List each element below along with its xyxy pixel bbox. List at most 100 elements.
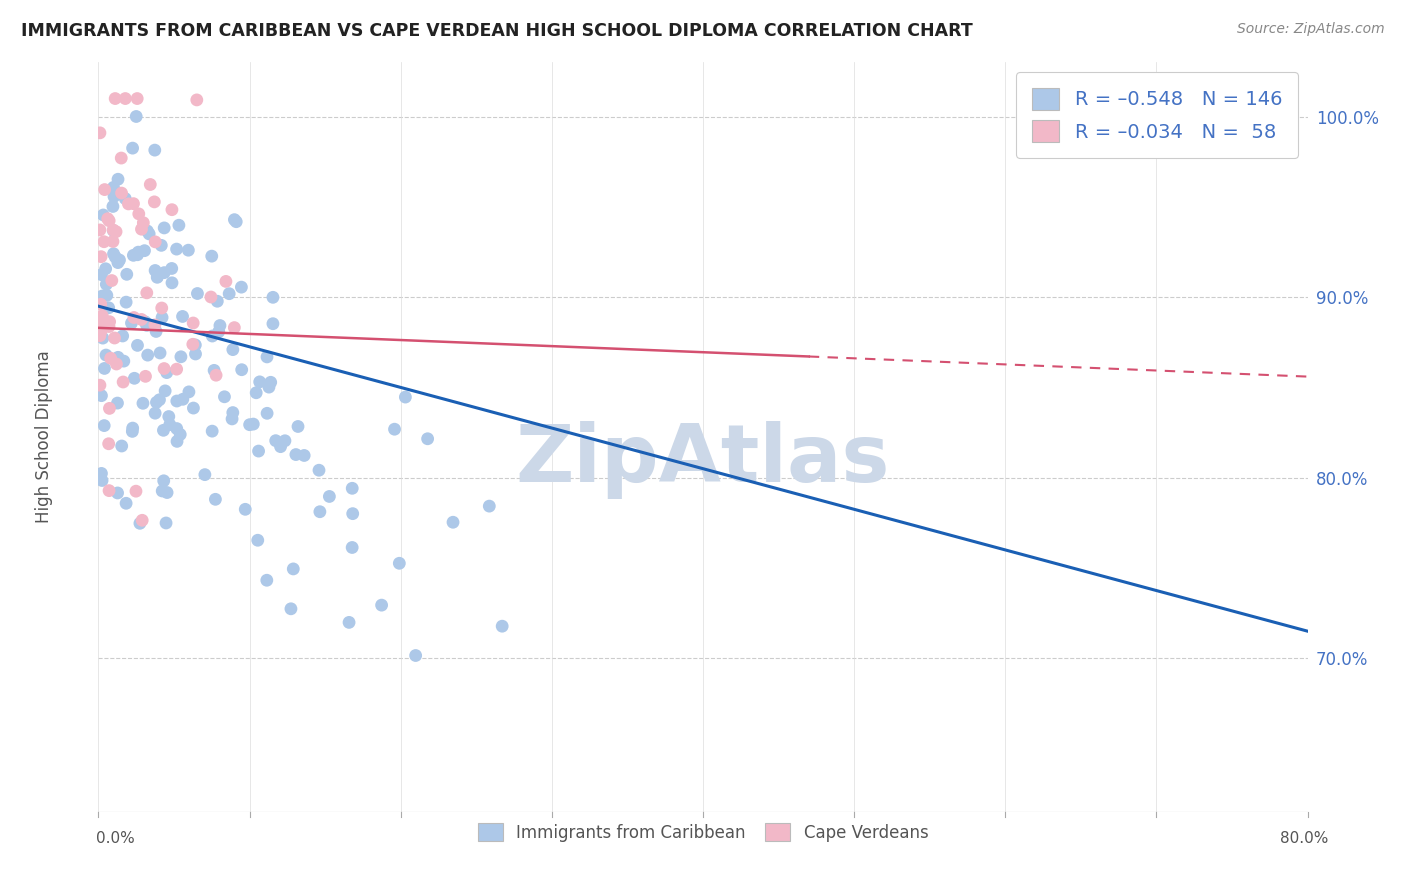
Point: [262, 317, 284, 331]
Point: [148, 392, 170, 407]
Point: [478, 499, 501, 513]
Point: [112, 354, 135, 368]
Point: [94, 261, 117, 276]
Point: [121, 316, 143, 330]
Point: [103, 331, 125, 345]
Point: [128, 207, 150, 221]
Point: [292, 449, 315, 463]
Point: [146, 269, 169, 284]
Point: [107, 486, 129, 500]
Point: [112, 375, 135, 389]
Point: [103, 223, 125, 237]
Point: [91, 208, 114, 222]
Point: [104, 91, 127, 105]
Point: [111, 329, 134, 343]
Point: [121, 425, 143, 439]
Point: [108, 253, 131, 268]
Point: [416, 432, 439, 446]
Point: [101, 199, 124, 213]
Point: [93, 235, 115, 249]
Point: [262, 290, 284, 304]
Point: [215, 274, 238, 288]
Point: [143, 194, 166, 209]
Point: [110, 151, 132, 165]
Point: [105, 357, 128, 371]
Point: [131, 312, 153, 326]
Point: [233, 502, 256, 516]
Point: [184, 338, 207, 352]
Point: [257, 380, 280, 394]
Point: [166, 421, 188, 435]
Point: [94, 348, 117, 362]
Text: ZipAtlas: ZipAtlas: [516, 420, 890, 499]
Point: [117, 197, 139, 211]
Point: [107, 255, 129, 269]
Text: IMMIGRANTS FROM CARIBBEAN VS CAPE VERDEAN HIGH SCHOOL DIPLOMA CORRELATION CHART: IMMIGRANTS FROM CARIBBEAN VS CAPE VERDEA…: [21, 22, 973, 40]
Point: [146, 270, 169, 285]
Point: [91, 331, 114, 345]
Point: [160, 261, 183, 276]
Text: High School Diploma: High School Diploma: [35, 351, 53, 524]
Point: [183, 401, 205, 415]
Point: [152, 423, 174, 437]
Point: [207, 294, 229, 309]
Point: [101, 235, 124, 249]
Point: [107, 172, 129, 186]
Point: [127, 338, 149, 352]
Point: [309, 505, 332, 519]
Point: [90, 324, 112, 338]
Point: [98, 319, 121, 334]
Point: [129, 516, 152, 531]
Point: [160, 202, 183, 217]
Legend: Immigrants from Caribbean, Cape Verdeans: Immigrants from Caribbean, Cape Verdeans: [471, 816, 935, 848]
Point: [156, 366, 179, 380]
Point: [122, 196, 145, 211]
Point: [138, 227, 160, 241]
Point: [153, 361, 176, 376]
Point: [121, 421, 143, 435]
Point: [208, 318, 231, 333]
Point: [97, 211, 120, 226]
Point: [96, 288, 118, 302]
Point: [181, 337, 204, 351]
Point: [150, 301, 173, 315]
Point: [103, 180, 125, 194]
Point: [105, 225, 128, 239]
Point: [441, 515, 464, 529]
Text: 80.0%: 80.0%: [1281, 831, 1329, 846]
Point: [155, 516, 177, 530]
Point: [246, 533, 269, 548]
Point: [122, 310, 145, 325]
Point: [131, 513, 153, 527]
Point: [172, 392, 194, 407]
Point: [221, 412, 243, 426]
Point: [152, 474, 174, 488]
Point: [270, 440, 292, 454]
Point: [340, 541, 363, 555]
Point: [224, 320, 246, 334]
Point: [222, 343, 245, 357]
Point: [370, 598, 392, 612]
Point: [202, 363, 225, 377]
Point: [318, 490, 340, 504]
Point: [97, 436, 120, 450]
Point: [90, 313, 112, 327]
Point: [308, 463, 330, 477]
Point: [186, 286, 208, 301]
Point: [145, 395, 167, 409]
Point: [342, 481, 364, 495]
Point: [143, 235, 166, 249]
Point: [89, 126, 111, 140]
Point: [125, 110, 148, 124]
Point: [225, 215, 247, 229]
Point: [166, 434, 188, 449]
Point: [388, 556, 411, 570]
Point: [96, 277, 118, 292]
Point: [101, 274, 124, 288]
Point: [170, 350, 193, 364]
Point: [107, 396, 129, 410]
Point: [107, 351, 129, 365]
Point: [201, 329, 224, 343]
Point: [172, 310, 194, 324]
Point: [143, 143, 166, 157]
